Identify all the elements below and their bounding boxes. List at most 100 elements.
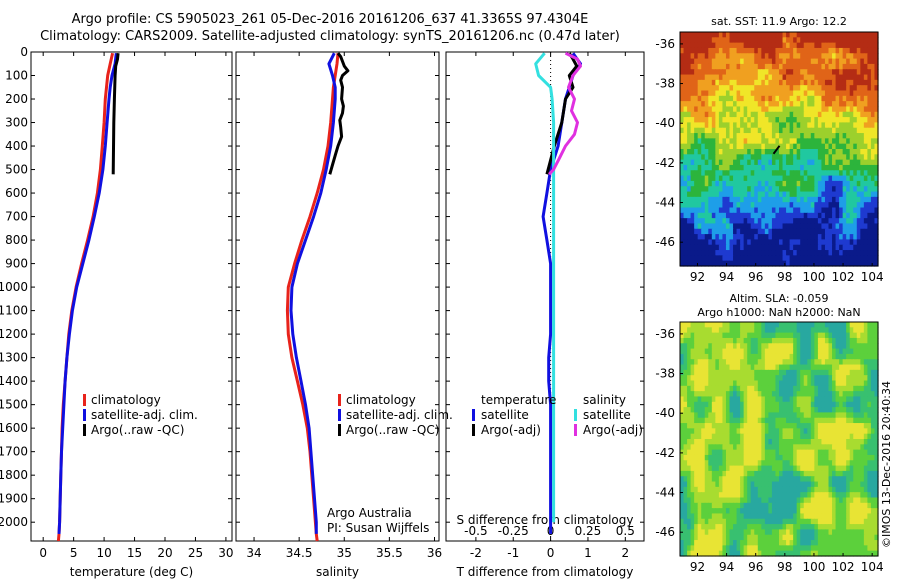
map-y-tick-label: -40 [655,406,675,420]
map-x-tick-label: 98 [777,270,792,284]
map-y-tick-label: -36 [655,327,675,341]
legend-label: Argo(..raw -QC) [346,423,439,437]
series-line-salinity-argo-adj- [548,51,582,176]
map-x-tick-label: 100 [802,270,825,284]
y-tick-label: 2000 [0,515,28,529]
map-x-tick-label: 94 [719,270,734,284]
x-axis-label: salinity [316,565,359,579]
y-tick-label: 700 [5,210,28,224]
y-tick-label: 100 [5,69,28,83]
x-tick-label: 35.5 [376,546,403,560]
series-line-argo-raw-qc- [111,53,120,175]
y-tick-label: 900 [5,257,28,271]
map-x-tick-label: 98 [777,560,792,574]
map-y-tick-label: -38 [655,367,675,381]
map-y-tick-label: -44 [655,196,675,210]
sst-map-cells [680,32,879,267]
map-y-tick-label: -42 [655,446,675,460]
y-tick-label: 300 [5,116,28,130]
y-tick-label: 1600 [0,421,28,435]
map-y-tick-label: -46 [655,525,675,539]
x-tick-label: 25 [188,546,203,560]
y-tick-label: 600 [5,186,28,200]
sst-map-frame [679,31,879,267]
y-tick-label: 400 [5,139,28,153]
map-x-tick-label: 100 [802,560,825,574]
argo-position-marker [772,145,781,155]
x-tick-label: 5 [70,546,78,560]
sla-map-frame [679,321,879,557]
x-tick-label: 35 [337,546,352,560]
annotation-text: PI: Susan Wijffels [327,521,429,535]
x-tick-label: 2 [622,546,630,560]
legend-swatch [338,424,341,436]
top-axis-label: S difference from climatology [457,513,634,527]
y-tick-label: 1700 [0,445,28,459]
legend-label: satellite [583,408,631,422]
legend-label: climatology [346,393,416,407]
x-tick-label: 34 [246,546,261,560]
y-tick-label: 1500 [0,398,28,412]
legend-swatch [83,409,86,421]
map-x-tick-label: 104 [861,270,884,284]
x-axis-label: temperature (deg C) [70,565,193,579]
top-tick-label: -0.5 [464,524,487,538]
series-line-argo-raw-qc- [328,52,350,175]
top-tick-label: 0.25 [575,524,602,538]
sla-map-title: Altim. SLA: -0.059 [729,292,829,305]
map-y-tick-label: -40 [655,116,675,130]
map-y-tick-label: -36 [655,37,675,51]
map-x-tick-label: 104 [861,560,884,574]
map-x-tick-label: 92 [690,270,705,284]
top-tick-label: -0.25 [498,524,529,538]
figure-title-line2: Climatology: CARS2009. Satellite-adjuste… [40,29,620,44]
x-tick-label: 34.5 [286,546,313,560]
panel-frame-1 [30,51,233,542]
panel-frame-2 [235,51,440,542]
legend-label: satellite-adj. clim. [91,408,198,422]
legend-swatch [472,409,475,421]
legend-label: Argo(-adj) [481,423,541,437]
map-y-tick-label: -46 [655,235,675,249]
legend-label: salinity [583,393,626,407]
sla-map-cells [680,322,879,557]
y-tick-label: 1000 [0,280,28,294]
map-y-tick-label: -38 [655,77,675,91]
legend-label: temperature [481,393,556,407]
y-tick-label: 1300 [0,351,28,365]
y-tick-label: 1900 [0,492,28,506]
x-axis-label: T difference from climatology [456,565,634,579]
legend-label: satellite-adj. clim. [346,408,453,422]
sst-map-title: sat. SST: 11.9 Argo: 12.2 [711,15,847,28]
x-tick-label: 0 [39,546,47,560]
map-x-tick-label: 94 [719,560,734,574]
y-tick-label: 0 [20,45,28,59]
y-tick-label: 800 [5,233,28,247]
legend-label: satellite [481,408,529,422]
series-line-temperature-argo-adj- [545,52,579,175]
legend-swatch [574,409,577,421]
map-x-tick-label: 96 [748,270,763,284]
map-y-tick-label: -44 [655,486,675,500]
imos-timestamp: ©IMOS 13-Dec-2016 20:40:34 [880,381,893,548]
y-tick-label: 1200 [0,327,28,341]
map-x-tick-label: 102 [832,560,855,574]
x-tick-label: 36 [427,546,442,560]
legend-label: climatology [91,393,161,407]
map-x-tick-label: 96 [748,560,763,574]
x-tick-label: 20 [157,546,172,560]
series-line-climatology [56,52,115,542]
x-tick-label: 15 [127,546,142,560]
x-tick-label: 30 [218,546,233,560]
figure-title-line1: Argo profile: CS 5905023_261 05-Dec-2016… [71,12,589,27]
panel-frame-3 [445,51,645,542]
legend-swatch [83,424,86,436]
series-line-salinity-satellite [534,52,556,523]
legend-swatch [338,409,341,421]
x-tick-label: 0 [547,546,555,560]
x-tick-label: 10 [96,546,111,560]
sla-map-subtitle: Argo h1000: NaN h2000: NaN [697,306,861,319]
map-x-tick-label: 92 [690,560,705,574]
map-y-tick-label: -42 [655,156,675,170]
